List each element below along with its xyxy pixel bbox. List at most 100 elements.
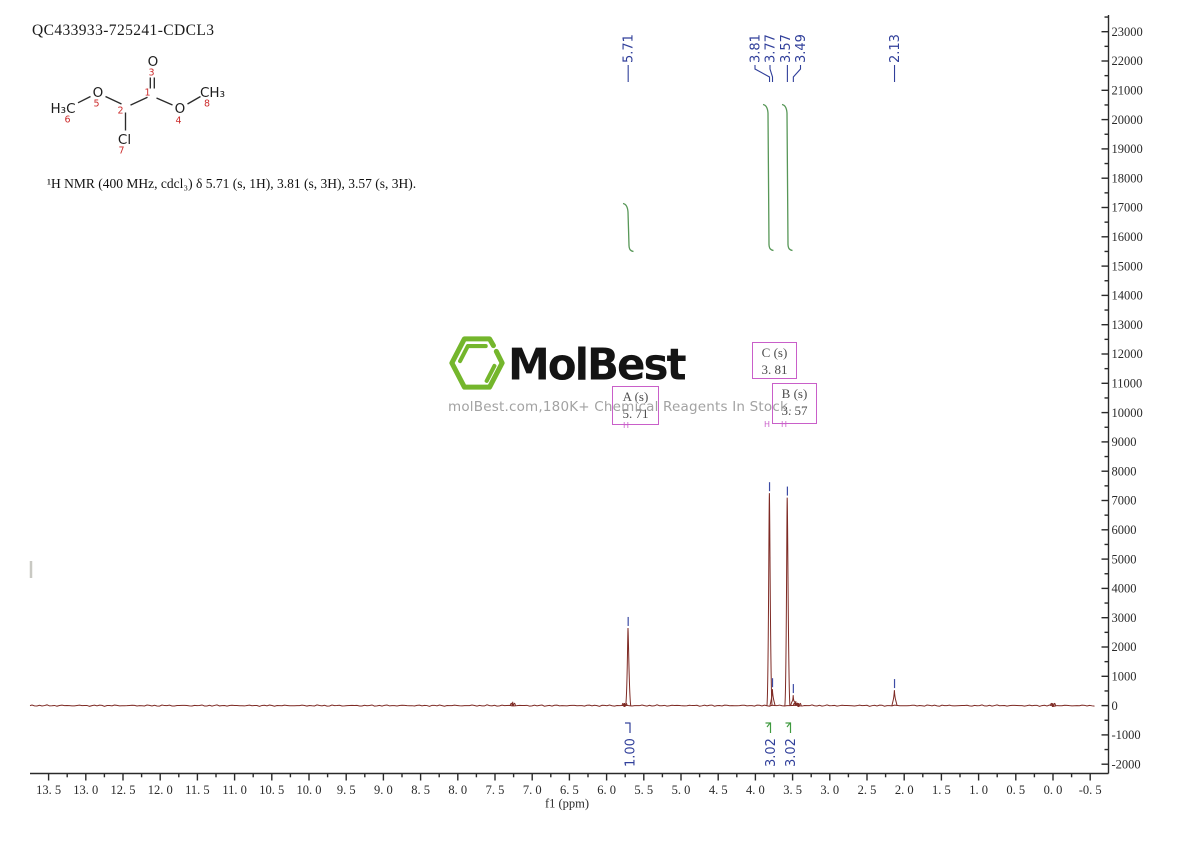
- peak-annotation-box-a: A (s) 5. 71: [612, 386, 659, 425]
- integral-range-marker: [786, 722, 791, 728]
- atom-number: 4: [175, 116, 181, 127]
- y-tick-label: 14000: [1112, 289, 1143, 303]
- integral-labels: 1.00 3.02 3.02: [624, 722, 799, 767]
- y-tick-label: 4000: [1112, 582, 1137, 596]
- bond: [105, 95, 122, 105]
- y-tick-label: 18000: [1112, 171, 1143, 185]
- benzene-hexagon-icon: [449, 336, 505, 390]
- peak-label-connector: [769, 65, 774, 82]
- x-tick-label: 13. 0: [73, 783, 98, 797]
- annotation-shift: 3. 81: [761, 361, 788, 377]
- annotation-shift: 5. 71: [622, 405, 649, 421]
- y-tick-label: 1000: [1112, 670, 1137, 684]
- y-tick-label: -2000: [1112, 757, 1141, 771]
- peak: [621, 702, 628, 708]
- integral-curves: [622, 103, 793, 253]
- x-tick-label: 6. 0: [597, 783, 616, 797]
- peak-label: 5.71: [622, 34, 637, 63]
- atom-number: 3: [148, 68, 154, 79]
- peak: [795, 702, 802, 708]
- x-tick-label: 10. 5: [259, 783, 284, 797]
- integral-value: 3.02: [784, 738, 799, 767]
- atom-number: 1: [144, 88, 150, 99]
- molecule-structure: O O H₃C O CH₃ Cl 3 1 5 6 2 4 8 7: [51, 54, 226, 157]
- x-tick-label: 1. 5: [932, 783, 951, 797]
- annotation-label: B (s): [781, 386, 808, 401]
- atom-number: 5: [93, 99, 99, 110]
- x-tick-label: -0. 5: [1079, 783, 1102, 797]
- integral-value: 3.02: [764, 738, 779, 767]
- y-tick-label: 7000: [1112, 494, 1137, 508]
- benzene-inner-bond: [458, 344, 470, 364]
- atom-label: O: [175, 101, 186, 117]
- y-tick-label: 12000: [1112, 347, 1143, 361]
- y-tick-label: 20000: [1112, 113, 1143, 127]
- x-tick-label: 0. 0: [1044, 783, 1063, 797]
- atom-label: CH₃: [200, 85, 225, 101]
- y-tick-label: 22000: [1112, 54, 1143, 68]
- x-axis: 13. 5 13. 0 12. 5 12. 0 11. 5 11. 0 10. 5 10. 0…: [30, 772, 1109, 811]
- x-tick-label: 3. 5: [783, 783, 802, 797]
- bond: [156, 97, 173, 106]
- peak: [769, 689, 776, 706]
- atom-number: 8: [204, 99, 210, 110]
- peak-label: 3.81: [749, 34, 764, 63]
- watermark: MolBest molBest.com,180K+ Chemical Reage…: [448, 334, 792, 415]
- x-tick-label: 9. 5: [337, 783, 356, 797]
- peak-label: 2.13: [888, 34, 903, 63]
- peak-label: 3.57: [779, 34, 794, 63]
- peak: [784, 497, 791, 706]
- x-tick-label: 2. 0: [895, 783, 914, 797]
- x-axis-title: f1 (ppm): [545, 797, 589, 811]
- peak: [766, 493, 773, 706]
- x-tick-label: 0. 5: [1006, 783, 1025, 797]
- h-assignment-mark: H: [764, 420, 771, 429]
- peak: [1049, 702, 1057, 708]
- bond: [187, 95, 201, 105]
- y-tick-label: 19000: [1112, 142, 1143, 156]
- spectrum-trace: [29, 493, 1095, 708]
- structure-bonds: [77, 77, 201, 131]
- y-tick-label: 16000: [1112, 230, 1143, 244]
- atom-label: O: [148, 54, 159, 70]
- atom-label: Cl: [118, 132, 131, 148]
- x-tick-label: 12. 0: [148, 783, 173, 797]
- y-tick-label: 2000: [1112, 640, 1137, 654]
- x-tick-label: 3. 0: [820, 783, 839, 797]
- atom-label: H₃C: [51, 101, 76, 117]
- x-tick-label: 7. 5: [486, 783, 505, 797]
- sample-title: QC433933-725241-CDCL3: [32, 22, 215, 39]
- atom-number: 2: [117, 106, 123, 117]
- benzene-inner-bond: [484, 363, 497, 383]
- peak-annotation-box-b: B (s) 3. 57: [772, 383, 817, 424]
- y-axis: 2300022000210002000019000180001700016000…: [1101, 15, 1143, 774]
- x-tick-label: 4. 5: [709, 783, 728, 797]
- integral-value: 1.00: [624, 738, 639, 767]
- annotation-label: A (s): [622, 389, 649, 404]
- h-assignment-mark: H: [623, 421, 630, 430]
- x-tick-label: 11. 5: [185, 783, 210, 797]
- annotation-shift: 3. 57: [781, 402, 808, 418]
- y-tick-label: 17000: [1112, 201, 1143, 215]
- x-tick-label: 10. 0: [297, 783, 322, 797]
- peak-label: 3.77: [764, 34, 779, 63]
- bond: [77, 95, 91, 104]
- hexagon-outline: [449, 336, 505, 390]
- integral-curve: [781, 103, 793, 252]
- peak: [891, 690, 898, 706]
- x-tick-label: 2. 5: [858, 783, 877, 797]
- annotation-label: C (s): [761, 345, 788, 360]
- y-tick-label: 9000: [1112, 435, 1137, 449]
- x-tick-label: 5. 0: [672, 783, 691, 797]
- atom-label: O: [93, 85, 104, 101]
- y-tick-label: 11000: [1112, 377, 1143, 391]
- y-tick-label: 8000: [1112, 464, 1137, 478]
- integral-curve: [622, 202, 634, 253]
- nmr-assignment-caption: ¹H NMR (400 MHz, cdcl₃) δ 5.71 (s, 1H), …: [47, 176, 417, 191]
- integral-curve: [762, 103, 774, 252]
- x-tick-label: 8. 5: [411, 783, 430, 797]
- y-tick-label: 21000: [1112, 84, 1143, 98]
- bond: [130, 96, 148, 106]
